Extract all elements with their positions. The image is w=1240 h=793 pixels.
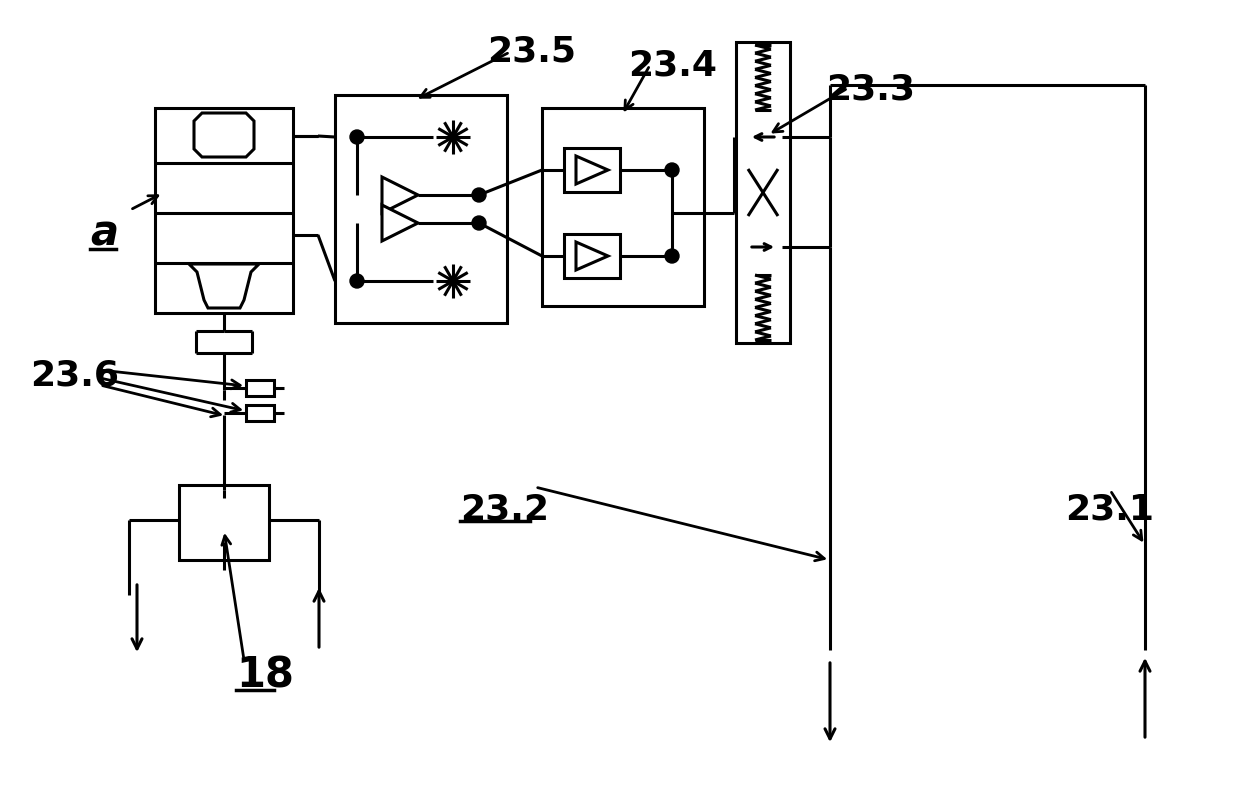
- Circle shape: [665, 163, 680, 177]
- Polygon shape: [382, 205, 418, 241]
- Text: 23.2: 23.2: [460, 492, 549, 526]
- Bar: [155, 108, 293, 313]
- Polygon shape: [577, 156, 608, 184]
- Text: 18: 18: [236, 655, 294, 697]
- Bar: [246, 405, 274, 421]
- Text: a: a: [91, 213, 118, 255]
- Bar: [744, 110, 782, 165]
- Bar: [564, 234, 620, 278]
- Bar: [179, 485, 269, 560]
- Bar: [335, 95, 507, 323]
- Polygon shape: [188, 264, 259, 308]
- Bar: [737, 42, 790, 343]
- Text: 23.3: 23.3: [826, 72, 915, 106]
- Polygon shape: [193, 113, 254, 157]
- Polygon shape: [202, 520, 246, 542]
- Bar: [744, 165, 782, 220]
- Bar: [246, 380, 274, 396]
- Text: 23.5: 23.5: [487, 35, 577, 69]
- Circle shape: [350, 130, 365, 144]
- Bar: [744, 220, 782, 275]
- Bar: [564, 148, 620, 192]
- Polygon shape: [382, 177, 418, 213]
- Text: 23.1: 23.1: [1065, 492, 1154, 526]
- Text: 23.6: 23.6: [30, 358, 119, 392]
- Bar: [542, 108, 704, 306]
- Polygon shape: [202, 498, 246, 520]
- Circle shape: [472, 216, 486, 230]
- Text: 23.4: 23.4: [627, 48, 717, 82]
- Circle shape: [350, 274, 365, 288]
- Circle shape: [665, 249, 680, 263]
- Polygon shape: [577, 242, 608, 270]
- Circle shape: [472, 188, 486, 202]
